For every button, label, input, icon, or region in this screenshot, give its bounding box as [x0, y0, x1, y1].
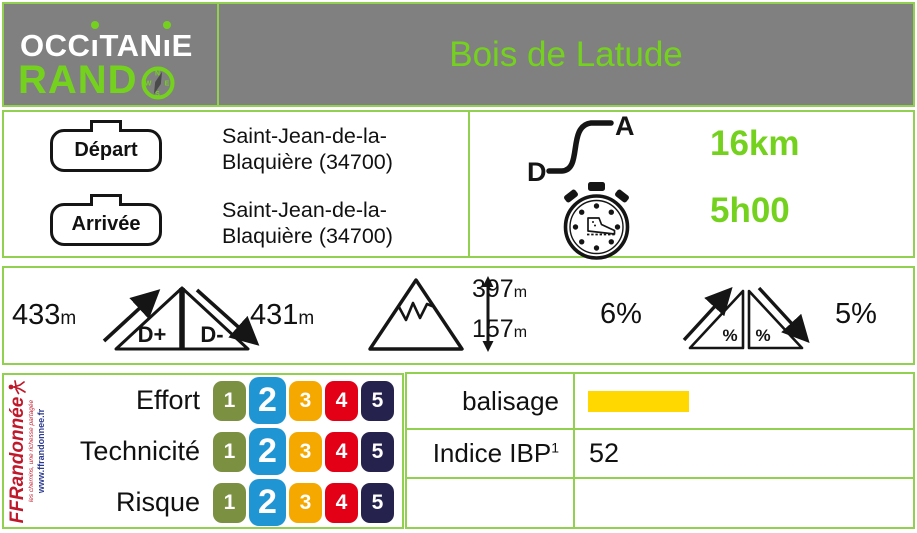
- rating-cell: 3: [289, 431, 322, 472]
- svg-text:A: A: [615, 114, 635, 141]
- rating-cell: 4: [325, 380, 358, 421]
- brand-rando: RAND N E S W: [18, 58, 176, 103]
- empty-value-cell: [575, 479, 913, 527]
- occitanie-rando-logo: OCCı TANı E RAND N E S W: [4, 4, 219, 105]
- title-bar: Bois de Latude: [219, 4, 913, 105]
- altitude-min-value: 157m: [472, 315, 528, 343]
- empty-label-cell: [407, 479, 575, 527]
- ibp-label: Indice IBP1: [407, 430, 575, 479]
- rating-cell: 4: [325, 431, 358, 472]
- balisage-value-cell: [575, 374, 913, 430]
- route-summary-section: Départ Saint-Jean-de-la-Blaquière (34700…: [2, 110, 915, 260]
- arrivee-value: Saint-Jean-de-la-Blaquière (34700): [222, 198, 393, 248]
- ibp-value: 52: [589, 438, 620, 468]
- rating-cell: 3: [289, 482, 322, 523]
- stopwatch-icon: [563, 182, 630, 260]
- depart-sign-icon: Départ: [50, 129, 162, 172]
- svg-text:D-: D-: [200, 322, 223, 347]
- svg-text:%: %: [722, 326, 737, 345]
- rating-cell: 1: [213, 431, 246, 472]
- arrivee-label: Arrivée: [71, 213, 141, 235]
- page-title: Bois de Latude: [449, 34, 683, 74]
- compass-icon: N E S W: [141, 66, 175, 99]
- svg-text:D+: D+: [138, 322, 167, 347]
- rating-row-technicite: Technicité 1 2 3 4 5: [70, 426, 398, 477]
- svg-text:W: W: [144, 80, 152, 87]
- ibp-value-cell: 52: [575, 430, 913, 479]
- brand-occitanie: OCCı TANı E: [20, 21, 193, 64]
- ratings-section: FFRandonnée les chemins, une richesse pa…: [2, 373, 404, 529]
- slope-down-value: 5%: [835, 298, 877, 330]
- rating-cell: 2: [249, 479, 286, 526]
- arrivee-sign-icon: Arrivée: [50, 203, 162, 246]
- rating-cell: 5: [361, 482, 394, 523]
- rating-cell: 2: [249, 428, 286, 475]
- balisage-color-swatch: [588, 390, 689, 412]
- distance-value: 16km: [710, 124, 800, 163]
- altitude-max-value: 397m: [472, 275, 528, 303]
- rating-cell: 3: [289, 380, 322, 421]
- rating-cell: 1: [213, 380, 246, 421]
- hiker-figure-icon: [8, 379, 26, 395]
- rating-row-risque: Risque 1 2 3 4 5: [70, 477, 398, 528]
- route-path-icon: D A: [527, 114, 635, 184]
- rating-cell: 1: [213, 482, 246, 523]
- section-divider: [468, 112, 470, 256]
- rating-label: Technicité: [79, 436, 200, 466]
- elevation-section: 433m D+ D- 431m 397m 157m: [2, 266, 915, 365]
- dplus-dminus-icon: D+ D-: [102, 286, 260, 351]
- rating-cell: 5: [361, 431, 394, 472]
- altitude-range-arrow-icon: [482, 276, 494, 352]
- balisage-label: balisage: [407, 374, 575, 430]
- info-table: balisage Indice IBP1 52: [405, 372, 915, 529]
- elevation-gain-value: 433m: [12, 299, 77, 331]
- duration-value: 5h00: [710, 191, 790, 230]
- ffrandonnee-logo: FFRandonnée les chemins, une richesse pa…: [7, 378, 66, 524]
- header: OCCı TANı E RAND N E S W Bois de Latude: [2, 2, 915, 107]
- boot-icon: [587, 217, 616, 236]
- rating-cell: 4: [325, 482, 358, 523]
- rating-row-effort: Effort 1 2 3 4 5: [70, 375, 398, 426]
- depart-value: Saint-Jean-de-la-Blaquière (34700): [222, 124, 393, 174]
- depart-label: Départ: [74, 139, 138, 161]
- svg-text:%: %: [755, 326, 770, 345]
- mountain-icon: [368, 276, 494, 352]
- svg-text:D: D: [527, 157, 547, 184]
- svg-text:E: E: [164, 80, 170, 87]
- rating-cell: 5: [361, 380, 394, 421]
- slope-percent-icon: % %: [682, 286, 810, 350]
- rating-cell: 2: [249, 377, 286, 424]
- brand-rando-text: RAND: [18, 58, 138, 102]
- rating-label: Effort: [135, 385, 200, 415]
- slope-up-value: 6%: [600, 298, 642, 330]
- elevation-loss-value: 431m: [250, 299, 315, 331]
- svg-text:N: N: [155, 70, 161, 77]
- rating-label: Risque: [115, 487, 200, 517]
- svg-text:S: S: [155, 91, 161, 98]
